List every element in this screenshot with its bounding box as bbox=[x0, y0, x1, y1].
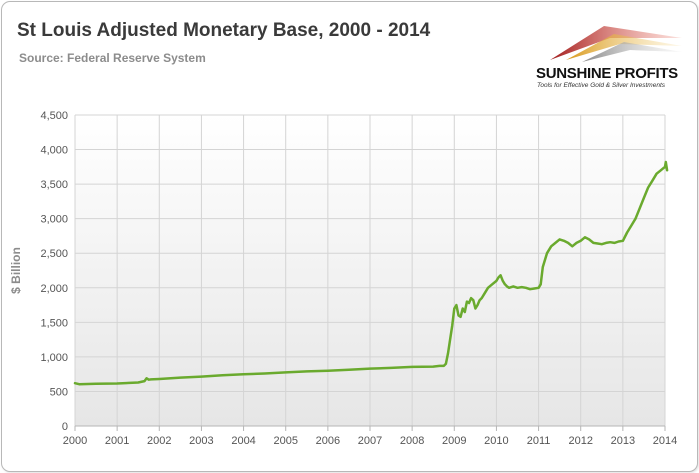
x-tick-label: 2001 bbox=[105, 435, 129, 447]
x-tick-label: 2011 bbox=[527, 435, 551, 447]
logo-tagline: Tools for Effective Gold & Silver Invest… bbox=[537, 82, 666, 89]
chart-subtitle: Source: Federal Reserve System bbox=[19, 51, 206, 65]
x-tick-label: 2012 bbox=[568, 435, 592, 447]
chart-title: St Louis Adjusted Monetary Base, 2000 - … bbox=[17, 20, 431, 41]
y-tick-label: 1,500 bbox=[40, 317, 68, 329]
y-axis-title: $ Billion bbox=[9, 247, 23, 294]
x-tick-label: 2009 bbox=[442, 435, 466, 447]
x-tick-label: 2003 bbox=[189, 435, 213, 447]
x-tick-label: 2000 bbox=[63, 435, 87, 447]
y-tick-label: 500 bbox=[50, 386, 68, 398]
x-tick-label: 2005 bbox=[273, 435, 297, 447]
y-tick-label: 4,500 bbox=[40, 110, 68, 122]
x-tick-label: 2014 bbox=[653, 435, 677, 447]
y-tick-label: 2,000 bbox=[40, 283, 68, 295]
x-tick-label: 2002 bbox=[147, 435, 171, 447]
logo-name: SUNSHINE PROFITS bbox=[536, 65, 678, 82]
y-tick-label: 0 bbox=[62, 421, 68, 433]
y-tick-label: 4,000 bbox=[40, 145, 68, 157]
x-tick-label: 2006 bbox=[316, 435, 340, 447]
sunshine-profits-logo-icon bbox=[550, 26, 682, 62]
x-tick-label: 2008 bbox=[400, 435, 424, 447]
y-tick-label: 2,500 bbox=[40, 248, 68, 260]
x-tick-label: 2007 bbox=[358, 435, 382, 447]
series-line bbox=[73, 160, 669, 386]
y-tick-label: 3,000 bbox=[40, 214, 68, 226]
x-tick-label: 2010 bbox=[484, 435, 508, 447]
y-tick-label: 1,000 bbox=[40, 352, 68, 364]
y-tick-label: 3,500 bbox=[40, 179, 68, 191]
x-tick-label: 2013 bbox=[611, 435, 635, 447]
x-tick-label: 2004 bbox=[231, 435, 255, 447]
